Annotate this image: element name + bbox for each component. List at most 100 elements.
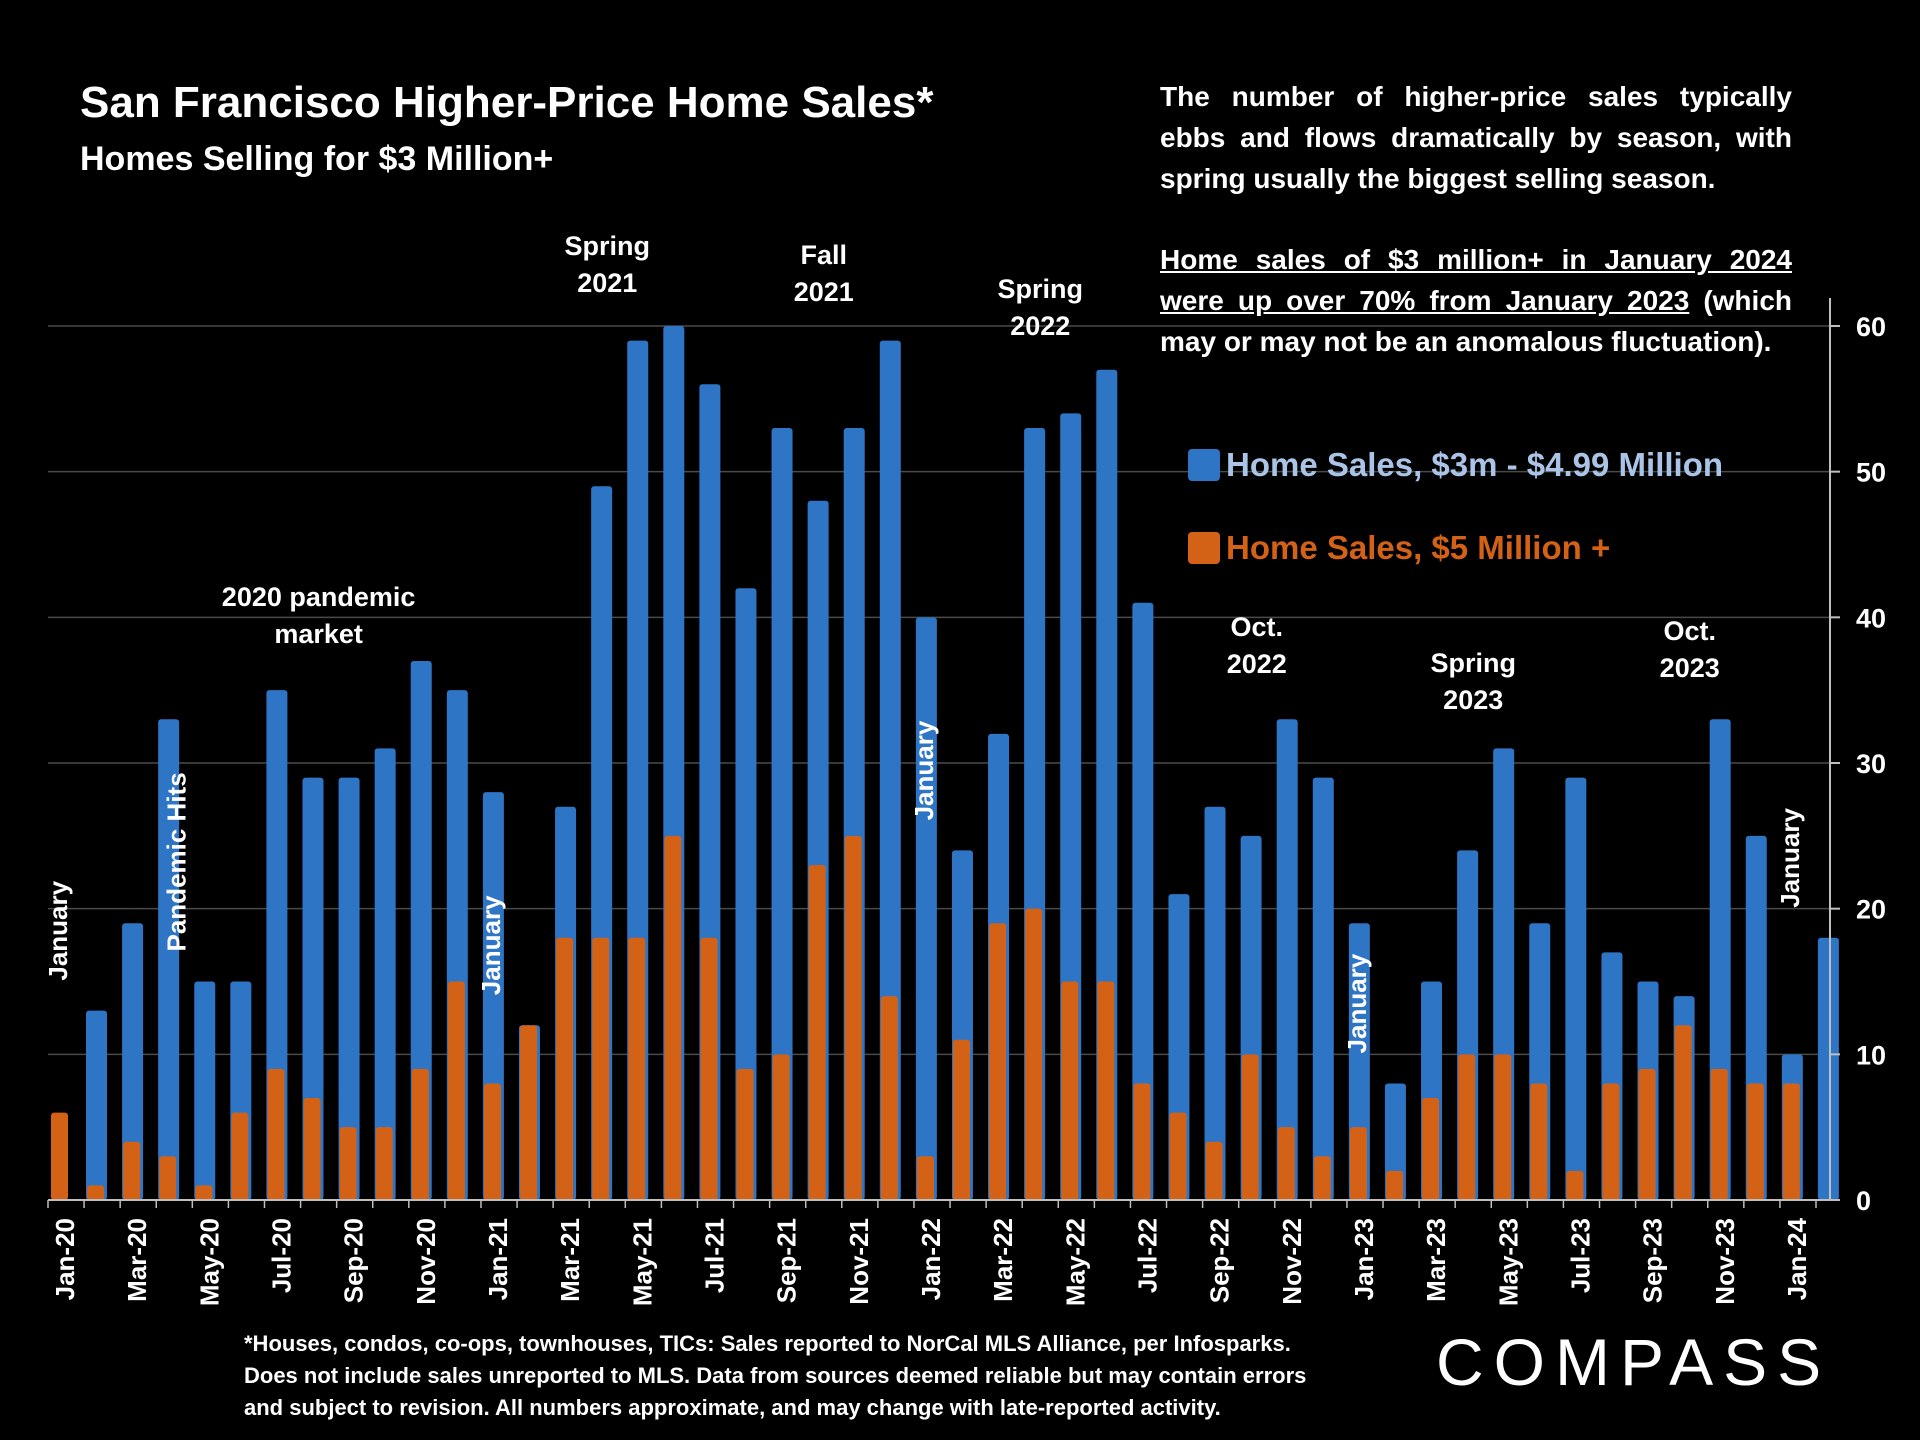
bar-5m-plus xyxy=(1710,1068,1728,1200)
bar-3m-499m xyxy=(338,777,360,1200)
bar-3m-499m xyxy=(158,719,180,1200)
y-tick-label: 20 xyxy=(1856,895,1886,925)
bar-5m-plus xyxy=(628,937,646,1200)
description-paragraph-2: Home sales of $3 million+ in January 202… xyxy=(1160,239,1792,362)
bar-5m-plus xyxy=(1746,1083,1764,1200)
y-tick-label: 30 xyxy=(1856,749,1886,779)
bar-5m-plus xyxy=(1674,1025,1692,1200)
legend-label: Home Sales, $3m - $4.99 Million xyxy=(1226,446,1724,483)
x-tick-label: Jan-24 xyxy=(1782,1217,1812,1300)
bar-3m-499m xyxy=(410,661,432,1200)
annotation-label: January xyxy=(43,880,73,980)
bar-5m-plus xyxy=(1458,1054,1476,1200)
chart-subtitle: Homes Selling for $3 Million+ xyxy=(80,140,554,178)
description-highlight: Home sales of $3 million+ in January 202… xyxy=(1160,244,1792,316)
y-tick-label: 10 xyxy=(1856,1040,1886,1070)
x-tick-label: May-23 xyxy=(1493,1218,1523,1306)
bar-3m-499m xyxy=(915,617,937,1200)
bar-5m-plus xyxy=(411,1068,429,1200)
bar-5m-plus xyxy=(1025,908,1043,1200)
annotation-label: 2020 pandemic xyxy=(222,582,416,612)
annotation-label: 2023 xyxy=(1660,653,1720,683)
legend-item-3m-499m: Home Sales, $3m - $4.99 Million xyxy=(1188,446,1723,484)
bar-5m-plus xyxy=(1494,1054,1512,1200)
y-tick-label: 50 xyxy=(1856,458,1886,488)
annotation-label: January xyxy=(476,895,506,995)
bar-3m-499m xyxy=(735,588,757,1200)
bar-5m-plus xyxy=(736,1068,754,1200)
bar-5m-plus xyxy=(916,1156,934,1200)
bar-5m-plus xyxy=(1349,1127,1367,1200)
x-tick-label: Nov-22 xyxy=(1277,1218,1307,1305)
x-tick-label: Jul-22 xyxy=(1132,1218,1162,1293)
annotation-label: Spring xyxy=(1430,648,1516,678)
bar-5m-plus xyxy=(1133,1083,1151,1200)
x-tick-label: Nov-21 xyxy=(844,1218,874,1305)
x-tick-label: Sep-23 xyxy=(1638,1218,1668,1303)
axes: 0 10 20 30 40 50 60 Jan-20 Mar-20 May-20 Jul-20 Sep… xyxy=(47,298,1886,1306)
x-tick-label: Jan-22 xyxy=(916,1218,946,1300)
bar-5m-plus xyxy=(1566,1170,1584,1200)
x-tick-label: Mar-20 xyxy=(122,1218,152,1302)
bar-5m-plus xyxy=(87,1185,105,1200)
x-tick-label: Jul-23 xyxy=(1565,1218,1595,1293)
bar-3m-499m xyxy=(1204,806,1226,1200)
bar-5m-plus xyxy=(1277,1127,1295,1200)
legend-swatch-orange xyxy=(1188,532,1220,564)
bar-5m-plus xyxy=(375,1127,393,1200)
y-tick-label: 40 xyxy=(1856,603,1886,633)
bar-5m-plus xyxy=(195,1185,213,1200)
x-tick-label: May-20 xyxy=(194,1218,224,1306)
annotations: January Pandemic Hits 2020 pandemic market J… xyxy=(43,231,1805,1053)
x-tick-label: Mar-22 xyxy=(988,1218,1018,1302)
bar-5m-plus xyxy=(556,937,574,1200)
bar-5m-plus xyxy=(1061,981,1079,1200)
y-tick-label: 60 xyxy=(1856,312,1886,342)
bar-5m-plus xyxy=(1313,1156,1331,1200)
x-tick-label: Sep-22 xyxy=(1205,1218,1235,1303)
annotation-label: January xyxy=(909,720,939,820)
annotation-label: 2022 xyxy=(1010,311,1070,341)
bar-3m-499m xyxy=(1817,937,1839,1200)
annotation-label: 2021 xyxy=(794,277,854,307)
annotation-label: 2021 xyxy=(577,268,637,298)
footnote-line-1: *Houses, condos, co-ops, townhouses, TIC… xyxy=(244,1331,1291,1356)
description: The number of higher-price sales typical… xyxy=(1160,76,1792,402)
bar-3m-499m xyxy=(1132,602,1154,1200)
bar-3m-499m xyxy=(194,981,216,1200)
annotation-label: 2023 xyxy=(1443,685,1503,715)
bar-5m-plus xyxy=(844,835,862,1200)
bar-5m-plus xyxy=(989,923,1007,1200)
description-paragraph-1: The number of higher-price sales typical… xyxy=(1160,81,1792,194)
annotation-label: January xyxy=(1775,808,1805,908)
bar-5m-plus xyxy=(339,1127,357,1200)
legend-label: Home Sales, $5 Million + xyxy=(1226,529,1611,566)
bar-5m-plus xyxy=(159,1156,177,1200)
bar-5m-plus xyxy=(1422,1098,1440,1200)
annotation-label: Spring xyxy=(565,231,651,261)
annotation-label: Oct. xyxy=(1663,616,1716,646)
description-rest: (which may or may not be an anomalous fl… xyxy=(1160,285,1792,357)
bar-5m-plus xyxy=(700,937,718,1200)
bar-5m-plus xyxy=(447,981,465,1200)
bar-5m-plus xyxy=(1097,981,1115,1200)
bar-5m-plus xyxy=(1169,1112,1187,1200)
chart-title: San Francisco Higher-Price Home Sales* xyxy=(80,78,934,127)
bar-3m-499m xyxy=(1312,777,1334,1200)
bar-5m-plus xyxy=(520,1025,538,1200)
bar-5m-plus xyxy=(231,1112,249,1200)
x-tick-label: Jan-20 xyxy=(50,1218,80,1300)
bar-5m-plus xyxy=(1205,1141,1223,1200)
bar-5m-plus xyxy=(267,1068,285,1200)
footnote-line-3: and subject to revision. All numbers app… xyxy=(244,1395,1221,1420)
x-tick-label: Jan-23 xyxy=(1349,1218,1379,1300)
x-tick-label: Jul-20 xyxy=(267,1218,297,1293)
bar-5m-plus xyxy=(483,1083,501,1200)
annotation-label: 2022 xyxy=(1227,649,1287,679)
annotation-label: Oct. xyxy=(1230,612,1283,642)
bar-3m-499m xyxy=(1565,777,1587,1200)
footnote-line-2: Does not include sales unreported to MLS… xyxy=(244,1363,1307,1388)
bar-5m-plus xyxy=(592,937,610,1200)
annotation-label: Spring xyxy=(997,274,1083,304)
